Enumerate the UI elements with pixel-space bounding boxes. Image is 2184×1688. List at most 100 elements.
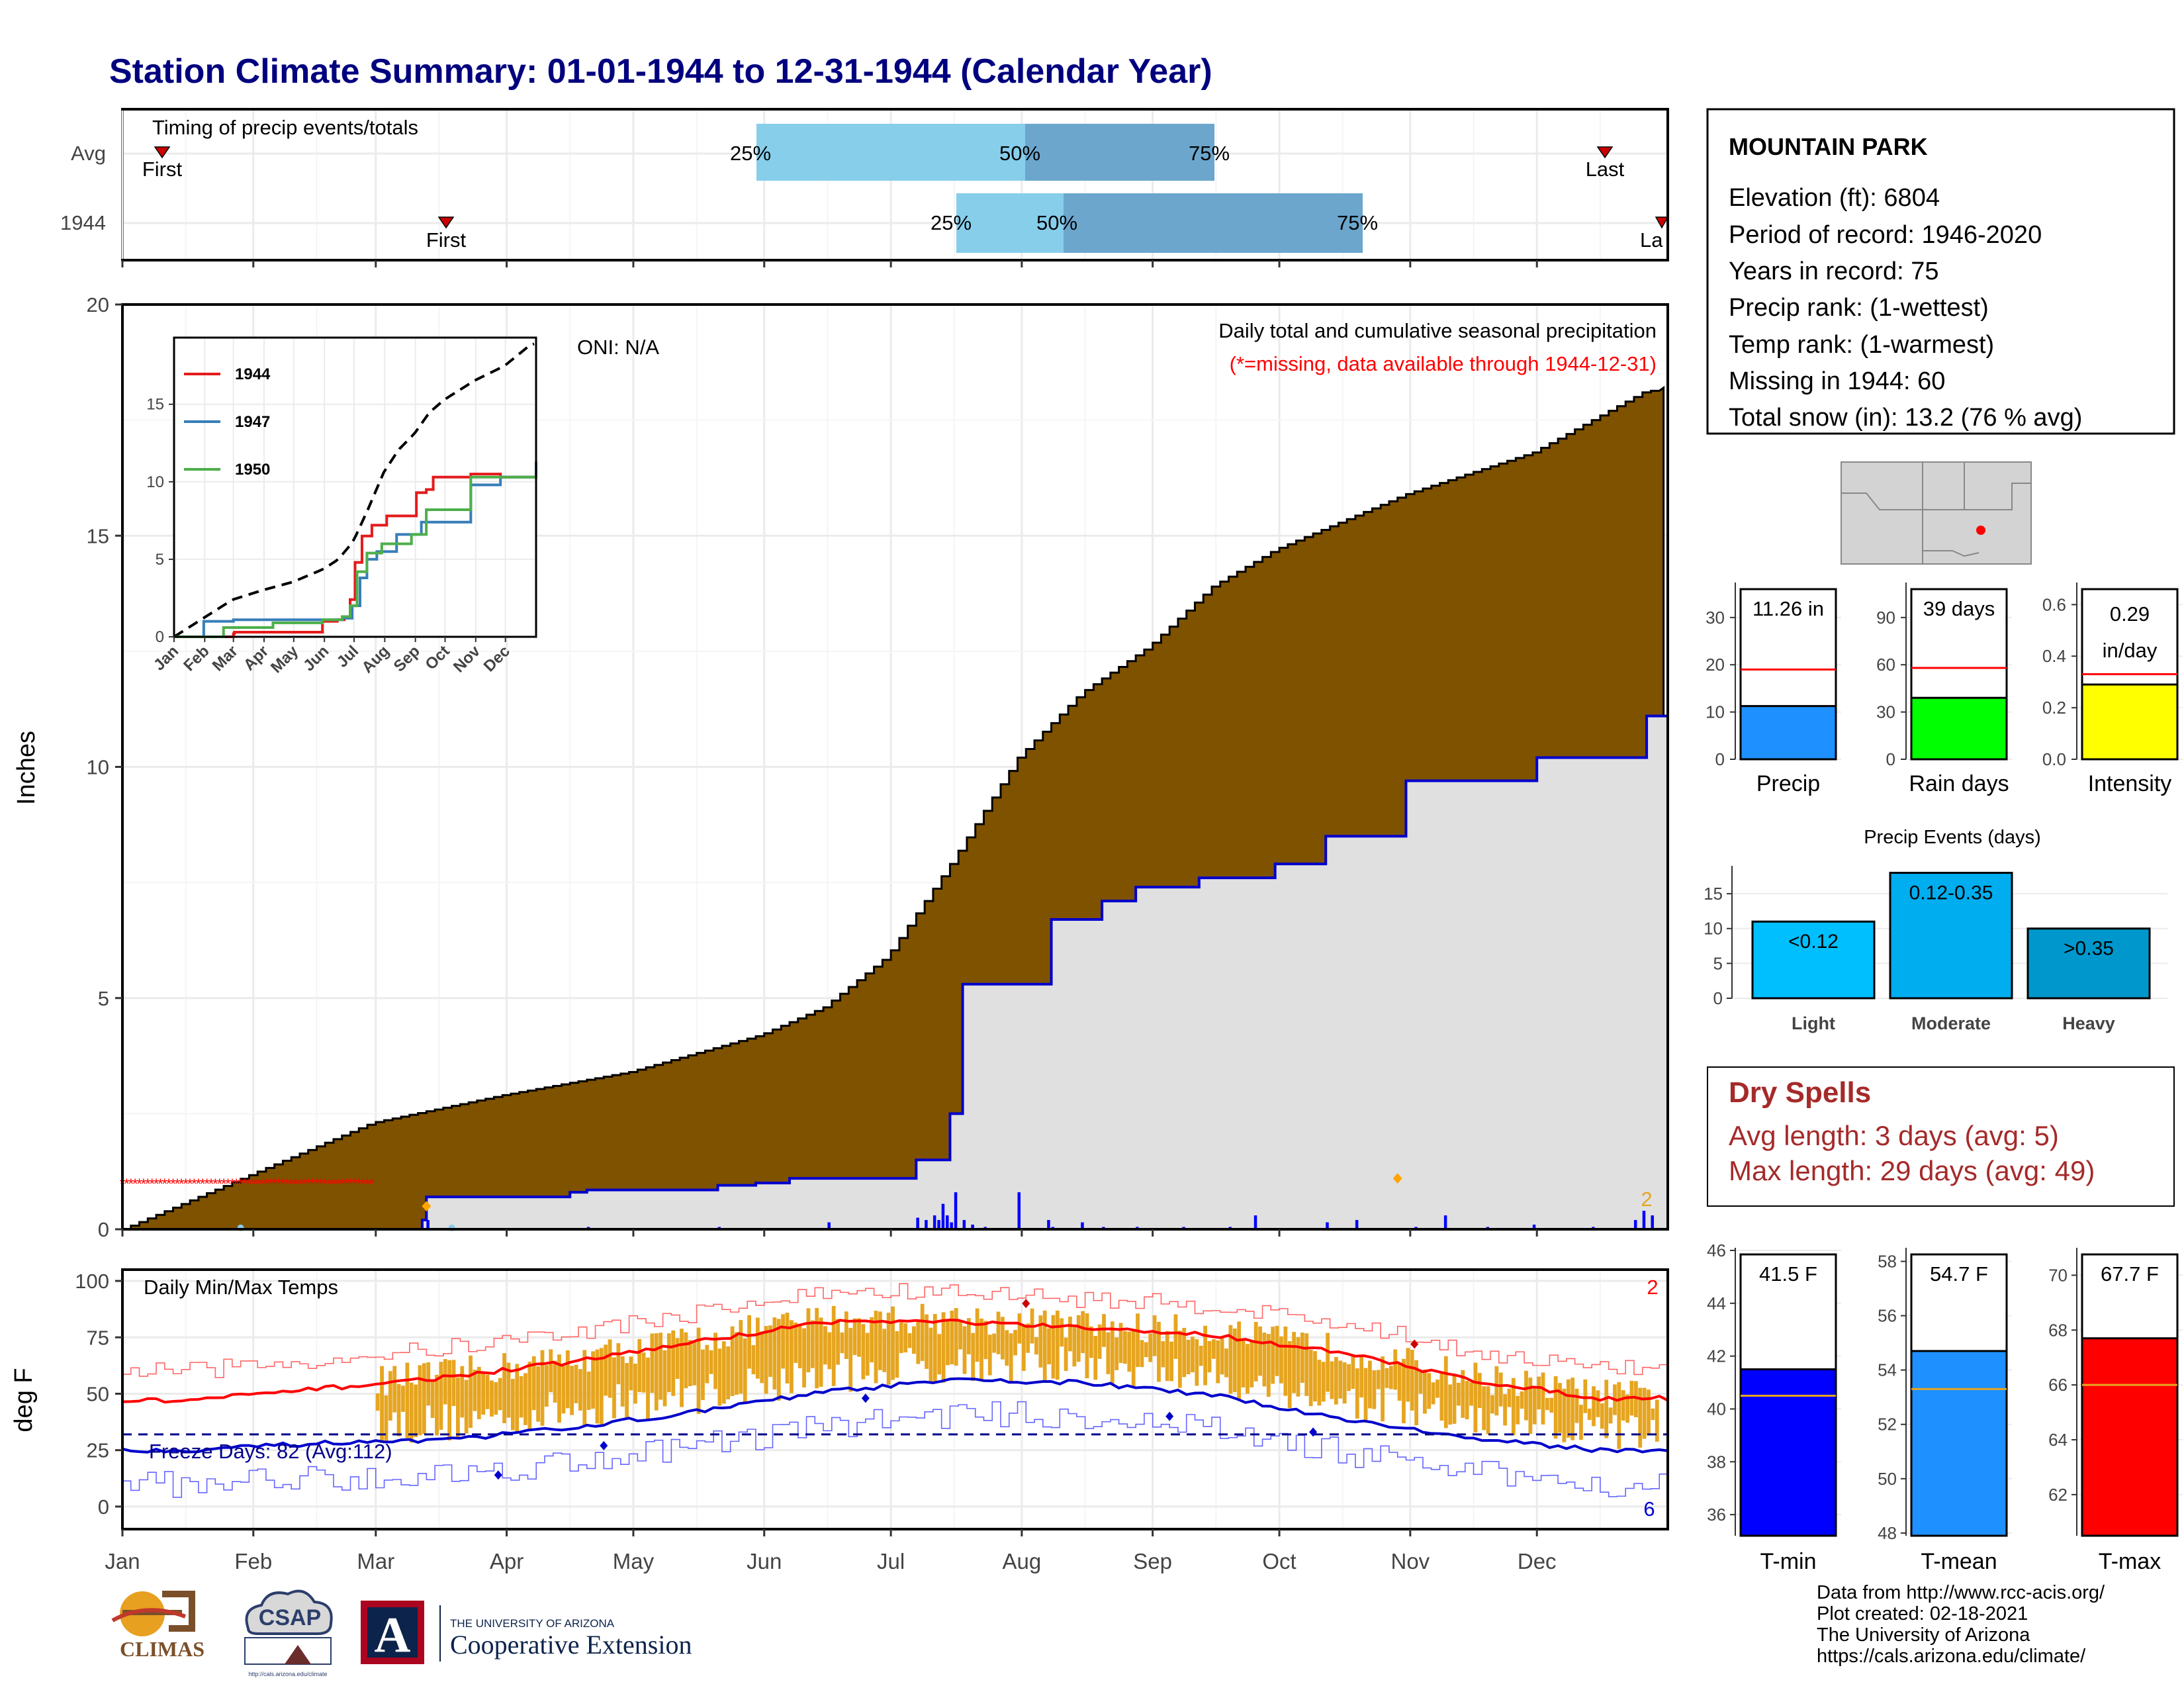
daily-temp-bar [891, 1306, 895, 1380]
daily-temp-bar [1060, 1318, 1064, 1347]
avg-p25-label: 25% [730, 142, 771, 165]
daily-temp-bar [1102, 1314, 1106, 1347]
daily-temp-bar [776, 1319, 781, 1401]
tsummary-ytick-label: 42 [1707, 1346, 1726, 1366]
daily-temp-bar [1144, 1342, 1148, 1358]
daily-temp-bar [1494, 1366, 1499, 1416]
inset-ytick-label: 5 [156, 551, 164, 569]
daily-temp-bar [966, 1318, 971, 1354]
summary-ytick-label: 0.0 [2042, 749, 2066, 769]
temp-ytick-label: 50 [87, 1382, 109, 1405]
daily-temp-bar [409, 1382, 414, 1443]
missing-day-mark: * [369, 1176, 375, 1192]
tsummary-ytick-label: 52 [1878, 1415, 1897, 1434]
summary-ytick-label: 0.6 [2042, 594, 2066, 614]
daily-temp-bar [1330, 1361, 1334, 1399]
daily-temp-bar [1482, 1386, 1486, 1430]
missing-day-mark: * [242, 1176, 248, 1192]
daily-temp-bar [1106, 1332, 1111, 1374]
daily-temp-bar [494, 1382, 498, 1415]
daily-temp-bar [1118, 1323, 1123, 1363]
daily-precip-bar [1443, 1215, 1447, 1229]
temp-ytick-label: 75 [87, 1326, 109, 1349]
credit-line-created: Plot created: 02-18-2021 [1817, 1603, 2028, 1624]
daily-precip-bar [1017, 1192, 1021, 1229]
month-label: Sep [1133, 1549, 1172, 1573]
tsummary-ytick-label: 70 [2048, 1265, 2068, 1285]
daily-temp-bar [1651, 1408, 1655, 1421]
daily-temp-bar [1452, 1374, 1457, 1424]
daily-temp-bar [810, 1320, 815, 1368]
daily-temp-bar [1072, 1327, 1077, 1367]
daily-temp-bar [1604, 1380, 1609, 1438]
1944-first-marker [437, 216, 455, 229]
temp-summary-charts: 36 38 40 42 44 46 41.5 F T-min 48 50 52 54 56 58 54.7 … [1707, 1241, 2183, 1574]
avg-p75-label: 75% [1189, 142, 1230, 165]
daily-temp-bar [1250, 1341, 1254, 1387]
daily-temp-bar [1034, 1337, 1038, 1355]
daily-temp-bar [1537, 1376, 1541, 1410]
daily-temp-bar [865, 1333, 870, 1376]
month-label: Oct [1262, 1549, 1296, 1573]
daily-precip-bar [941, 1203, 945, 1229]
daily-temp-bar [1617, 1382, 1621, 1449]
record-temp-marker [1309, 1427, 1318, 1437]
temp-plot-frame [121, 1268, 1669, 1530]
missing-day-mark: * [271, 1176, 277, 1192]
daily-temp-bar [1017, 1313, 1022, 1344]
daily-temp-bar [925, 1314, 929, 1369]
avg-p50-label: 50% [999, 142, 1040, 165]
summary-ytick-label: 30 [1876, 702, 1895, 722]
daily-temp-bar [418, 1365, 422, 1436]
daily-temp-bar [675, 1338, 680, 1380]
daily-temp-bar [460, 1366, 465, 1418]
daily-temp-bar [1443, 1356, 1448, 1429]
month-label: May [613, 1549, 655, 1573]
daily-temp-bar [405, 1362, 410, 1438]
daily-temp-bar [544, 1365, 549, 1407]
daily-temp-bar [1558, 1383, 1562, 1433]
1944-last-label: La [1640, 228, 1663, 252]
daily-precip-bar [426, 1220, 430, 1229]
daily-precip-bar [1642, 1211, 1646, 1229]
intensity-unit-label: in/day [2103, 639, 2158, 662]
missing-day-mark: * [352, 1176, 358, 1192]
inset-average-line [173, 342, 535, 638]
record-temp-marker [600, 1440, 608, 1450]
daily-precip-bar [1326, 1222, 1329, 1229]
locator-map-bg [1841, 461, 2032, 565]
summary-bar [1910, 696, 2008, 761]
daily-temp-bar [912, 1326, 916, 1354]
daily-temp-bar [983, 1321, 988, 1360]
1944-q25-q50-bar [956, 193, 1064, 253]
daily-temp-bar [1528, 1377, 1533, 1434]
daily-temp-bar [954, 1308, 958, 1366]
daily-temp-bar [1469, 1382, 1473, 1406]
daily-precip-bar [971, 1225, 974, 1229]
daily-temp-bar [523, 1373, 527, 1425]
daily-temp-bar [1271, 1327, 1275, 1384]
summary-value-label: 11.26 in [1752, 597, 1824, 620]
missing-day-mark: * [187, 1176, 193, 1192]
missing-day-mark: * [365, 1176, 371, 1192]
summary-ytick-label: 0.2 [2042, 698, 2066, 718]
daily-temp-bar [1195, 1339, 1199, 1386]
record-temp-marker [861, 1393, 870, 1403]
station-line-elevation: Elevation (ft): 6804 [1729, 184, 1940, 212]
daily-temp-bar [591, 1351, 595, 1409]
daily-temp-bar [1410, 1350, 1414, 1411]
missing-day-mark: * [310, 1176, 316, 1192]
daily-temp-bar [1503, 1394, 1507, 1426]
daily-temp-bar [553, 1360, 557, 1403]
daily-temp-bar [987, 1335, 992, 1376]
daily-temp-bar [1638, 1387, 1643, 1448]
missing-day-mark: * [331, 1176, 337, 1192]
tsummary-ytick-label: 40 [1707, 1399, 1726, 1419]
daily-temp-bar [739, 1320, 743, 1394]
daily-temp-bar [1266, 1334, 1271, 1397]
daily-temp-bar [1625, 1394, 1630, 1423]
daily-temp-bar [755, 1317, 760, 1379]
daily-temp-bar [1296, 1336, 1300, 1397]
1944-p25-label: 25% [931, 211, 972, 234]
daily-temp-bar [946, 1321, 950, 1366]
